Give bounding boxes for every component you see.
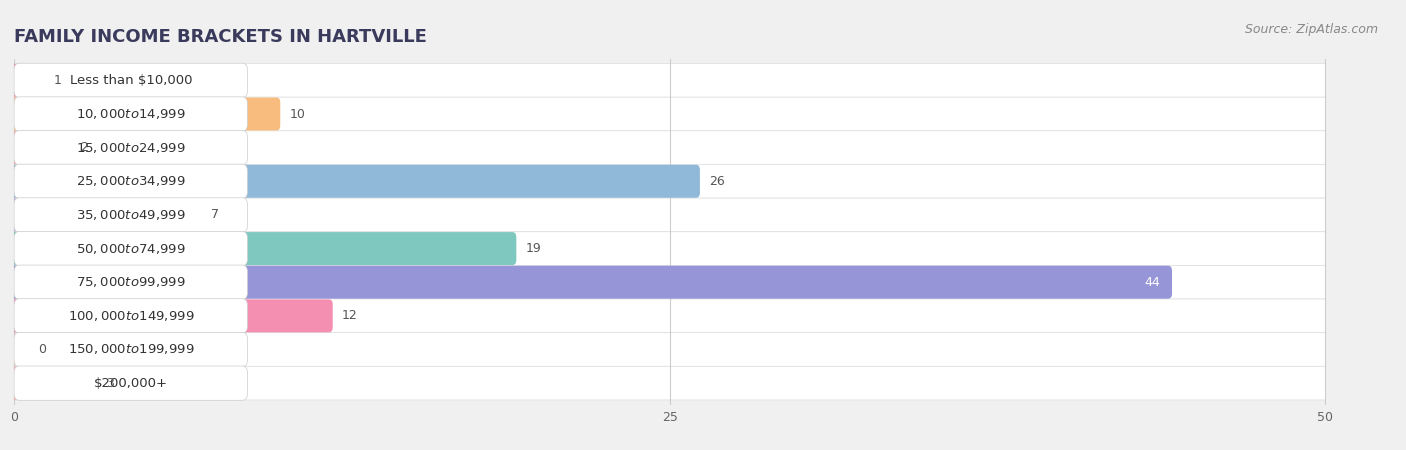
- FancyBboxPatch shape: [14, 266, 1326, 299]
- Text: 0: 0: [38, 343, 45, 356]
- FancyBboxPatch shape: [10, 198, 201, 231]
- FancyBboxPatch shape: [11, 335, 27, 365]
- FancyBboxPatch shape: [14, 265, 247, 299]
- FancyBboxPatch shape: [10, 299, 333, 333]
- FancyBboxPatch shape: [14, 164, 1326, 198]
- Text: Less than $10,000: Less than $10,000: [69, 74, 193, 87]
- FancyBboxPatch shape: [14, 97, 247, 131]
- FancyBboxPatch shape: [14, 299, 247, 333]
- Text: 3: 3: [105, 377, 114, 390]
- Text: FAMILY INCOME BRACKETS IN HARTVILLE: FAMILY INCOME BRACKETS IN HARTVILLE: [14, 28, 427, 46]
- FancyBboxPatch shape: [14, 63, 1326, 97]
- Text: 7: 7: [211, 208, 219, 221]
- Text: $15,000 to $24,999: $15,000 to $24,999: [76, 141, 186, 155]
- Text: $150,000 to $199,999: $150,000 to $199,999: [67, 342, 194, 356]
- Text: 10: 10: [290, 108, 305, 121]
- FancyBboxPatch shape: [14, 231, 247, 266]
- FancyBboxPatch shape: [14, 366, 247, 400]
- FancyBboxPatch shape: [10, 131, 70, 164]
- FancyBboxPatch shape: [10, 367, 97, 400]
- Text: $35,000 to $49,999: $35,000 to $49,999: [76, 208, 186, 222]
- FancyBboxPatch shape: [14, 97, 1326, 131]
- Text: 12: 12: [342, 309, 357, 322]
- FancyBboxPatch shape: [14, 366, 1326, 400]
- Text: $50,000 to $74,999: $50,000 to $74,999: [76, 242, 186, 256]
- FancyBboxPatch shape: [14, 164, 247, 198]
- FancyBboxPatch shape: [10, 64, 44, 97]
- Text: $200,000+: $200,000+: [94, 377, 167, 390]
- FancyBboxPatch shape: [14, 232, 1326, 266]
- Text: 1: 1: [53, 74, 62, 87]
- FancyBboxPatch shape: [14, 198, 247, 232]
- FancyBboxPatch shape: [14, 63, 247, 98]
- Text: Source: ZipAtlas.com: Source: ZipAtlas.com: [1244, 22, 1378, 36]
- FancyBboxPatch shape: [10, 232, 516, 265]
- Text: $25,000 to $34,999: $25,000 to $34,999: [76, 174, 186, 188]
- FancyBboxPatch shape: [10, 266, 1173, 299]
- FancyBboxPatch shape: [14, 333, 247, 367]
- Text: 2: 2: [80, 141, 87, 154]
- FancyBboxPatch shape: [10, 165, 700, 198]
- FancyBboxPatch shape: [14, 333, 1326, 366]
- FancyBboxPatch shape: [14, 198, 1326, 232]
- FancyBboxPatch shape: [14, 130, 247, 165]
- Text: 19: 19: [526, 242, 541, 255]
- Text: $10,000 to $14,999: $10,000 to $14,999: [76, 107, 186, 121]
- Text: $100,000 to $149,999: $100,000 to $149,999: [67, 309, 194, 323]
- Text: $75,000 to $99,999: $75,000 to $99,999: [76, 275, 186, 289]
- Text: 44: 44: [1144, 276, 1160, 289]
- FancyBboxPatch shape: [14, 131, 1326, 164]
- Text: 26: 26: [709, 175, 725, 188]
- FancyBboxPatch shape: [10, 98, 280, 130]
- FancyBboxPatch shape: [14, 299, 1326, 333]
